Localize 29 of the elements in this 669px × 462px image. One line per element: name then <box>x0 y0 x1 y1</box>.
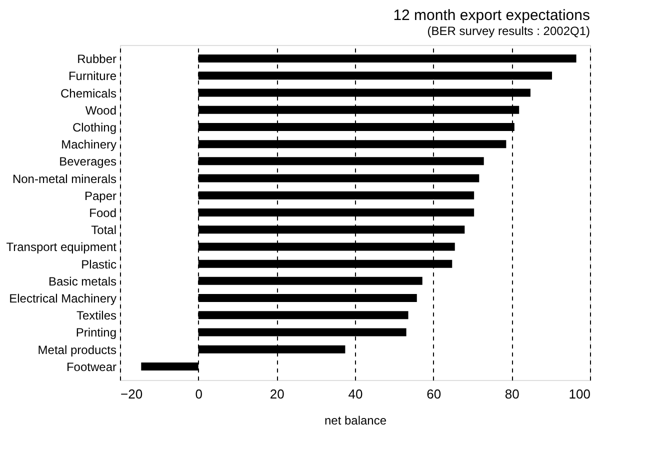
y-tick-label: Printing <box>76 326 116 340</box>
y-tick-label: Electrical Machinery <box>9 292 116 306</box>
y-tick-label: Metal products <box>38 342 116 357</box>
y-tick-label: Footwear <box>66 360 116 374</box>
chart-title: 12 month export expectations <box>393 7 590 24</box>
x-tick-label: 80 <box>504 386 520 402</box>
x-tick-label: 100 <box>568 386 590 402</box>
y-tick-label: Rubber <box>77 52 116 66</box>
y-tick-label: Plastic <box>81 257 116 272</box>
x-tick-label: 20 <box>270 386 284 402</box>
y-tick-label: Paper <box>84 188 116 203</box>
x-tick-label: 60 <box>426 386 442 402</box>
x-tick-label: −20 <box>120 386 143 402</box>
y-tick-label: Chemicals <box>60 86 116 100</box>
y-tick-label: Furniture <box>68 69 117 84</box>
y-tick-label: Total <box>91 223 116 238</box>
y-tick-label: Non-metal minerals <box>12 172 116 186</box>
y-tick-label: Transport equipment <box>6 240 118 254</box>
y-tick-label: Beverages <box>59 154 116 169</box>
y-tick-label: Machinery <box>61 138 116 152</box>
y-tick-label: Basic metals <box>48 274 116 288</box>
y-tick-label: Clothing <box>72 120 116 134</box>
x-axis-title: net balance <box>324 414 387 428</box>
chart-subtitle: (BER survey results : 2002Q1) <box>427 24 590 38</box>
y-tick-label: Textiles <box>76 308 116 323</box>
y-tick-label: Wood <box>85 103 116 118</box>
y-tick-label: Food <box>89 206 116 220</box>
x-tick-label: 40 <box>348 386 363 402</box>
x-tick-label: 0 <box>195 386 202 402</box>
